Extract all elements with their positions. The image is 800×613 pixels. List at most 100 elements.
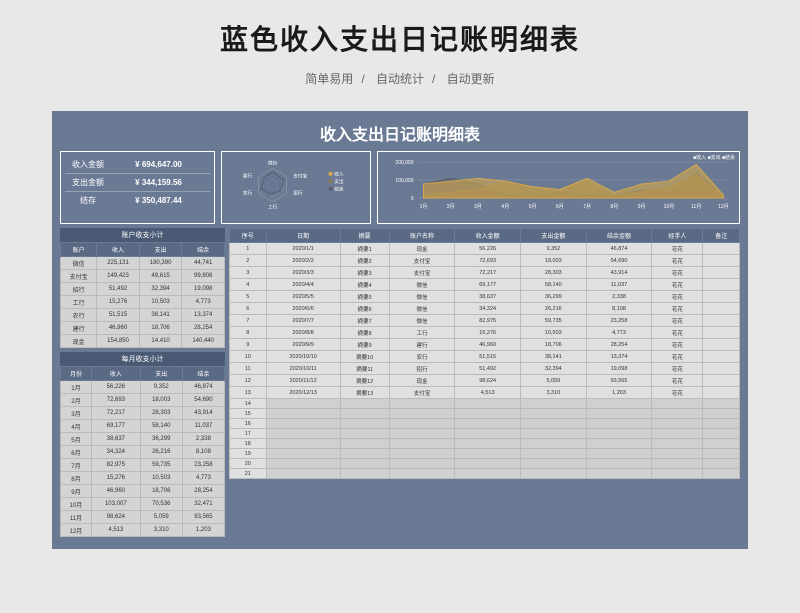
table-cell[interactable]: 9,352: [140, 381, 182, 394]
table-cell[interactable]: 5,059: [520, 375, 586, 387]
table-cell[interactable]: 摘要5: [340, 291, 389, 303]
table-cell[interactable]: 44,741: [182, 257, 225, 270]
table-cell[interactable]: 9: [230, 339, 267, 351]
table-cell[interactable]: 2,338: [586, 291, 652, 303]
table-cell[interactable]: 72,217: [91, 407, 140, 420]
table-cell[interactable]: 现金: [61, 335, 97, 348]
table-cell[interactable]: 58,140: [140, 420, 182, 433]
table-cell-empty[interactable]: [389, 429, 455, 439]
table-cell-empty[interactable]: [389, 399, 455, 409]
table-cell[interactable]: 花花: [652, 387, 703, 399]
table-cell[interactable]: 13: [230, 387, 267, 399]
table-cell[interactable]: 69,177: [455, 279, 521, 291]
table-cell[interactable]: 28,303: [520, 267, 586, 279]
table-cell-empty[interactable]: [340, 449, 389, 459]
table-cell[interactable]: 54,690: [586, 255, 652, 267]
table-cell-empty[interactable]: [389, 449, 455, 459]
table-cell[interactable]: 工行: [61, 296, 97, 309]
table-row[interactable]: 农行51,51538,14113,374: [61, 309, 225, 322]
table-row[interactable]: 招行51,49232,39419,098: [61, 283, 225, 296]
table-cell[interactable]: 3,310: [140, 524, 182, 537]
table-cell-empty[interactable]: [266, 429, 340, 439]
table-cell[interactable]: 花花: [652, 243, 703, 255]
table-cell-empty[interactable]: [266, 449, 340, 459]
table-cell[interactable]: [703, 363, 740, 375]
table-cell-empty[interactable]: [703, 409, 740, 419]
table-cell[interactable]: 13,374: [586, 351, 652, 363]
table-cell[interactable]: 微信: [389, 315, 455, 327]
table-cell[interactable]: 2月: [61, 394, 92, 407]
table-cell[interactable]: 10,503: [140, 472, 182, 485]
table-row-empty[interactable]: 19: [230, 449, 740, 459]
table-cell-empty[interactable]: [703, 429, 740, 439]
table-cell[interactable]: 支付宝: [61, 270, 97, 283]
table-cell[interactable]: 摘要4: [340, 279, 389, 291]
table-cell[interactable]: 46,960: [91, 485, 140, 498]
table-cell[interactable]: 51,492: [97, 283, 140, 296]
table-row[interactable]: 5月38,63736,2992,338: [61, 433, 225, 446]
table-cell[interactable]: 18,706: [140, 485, 182, 498]
table-cell[interactable]: 9,352: [520, 243, 586, 255]
table-cell[interactable]: 2020/1/1: [266, 243, 340, 255]
table-cell[interactable]: [703, 279, 740, 291]
table-cell[interactable]: 46,874: [586, 243, 652, 255]
table-row-empty[interactable]: 21: [230, 469, 740, 479]
table-cell[interactable]: 149,423: [97, 270, 140, 283]
table-cell-empty[interactable]: [340, 469, 389, 479]
table-cell[interactable]: 支付宝: [389, 267, 455, 279]
table-cell[interactable]: 18,706: [139, 322, 182, 335]
table-cell[interactable]: 225,131: [97, 257, 140, 270]
table-cell-empty[interactable]: [586, 419, 652, 429]
table-cell[interactable]: [703, 303, 740, 315]
table-cell[interactable]: 38,141: [139, 309, 182, 322]
table-cell[interactable]: 82,975: [455, 315, 521, 327]
table-cell[interactable]: 5: [230, 291, 267, 303]
table-cell-empty[interactable]: [455, 449, 521, 459]
table-cell[interactable]: 98,624: [455, 375, 521, 387]
table-cell[interactable]: 支付宝: [389, 255, 455, 267]
table-cell[interactable]: 3,310: [520, 387, 586, 399]
table-row[interactable]: 建行46,96018,70628,254: [61, 322, 225, 335]
table-cell-empty[interactable]: [652, 439, 703, 449]
table-cell-empty[interactable]: [389, 419, 455, 429]
table-cell[interactable]: 2,338: [182, 433, 224, 446]
table-cell-empty[interactable]: [586, 469, 652, 479]
table-cell[interactable]: 16: [230, 419, 267, 429]
table-cell[interactable]: 43,914: [586, 267, 652, 279]
table-cell[interactable]: 农行: [389, 351, 455, 363]
table-cell[interactable]: 2020/2/2: [266, 255, 340, 267]
table-cell[interactable]: [703, 291, 740, 303]
table-row[interactable]: 112020/10/11摘要11招行51,49232,39419,098花花: [230, 363, 740, 375]
table-cell[interactable]: 15,276: [91, 472, 140, 485]
table-cell[interactable]: 11,037: [586, 279, 652, 291]
table-cell-empty[interactable]: [703, 469, 740, 479]
table-cell[interactable]: 2020/3/3: [266, 267, 340, 279]
table-cell[interactable]: 3月: [61, 407, 92, 420]
table-cell[interactable]: 23,258: [182, 459, 224, 472]
table-cell[interactable]: 花花: [652, 327, 703, 339]
table-cell[interactable]: 26,216: [140, 446, 182, 459]
table-cell-empty[interactable]: [520, 409, 586, 419]
table-row-empty[interactable]: 14: [230, 399, 740, 409]
table-cell-empty[interactable]: [520, 449, 586, 459]
table-cell[interactable]: [703, 327, 740, 339]
table-cell[interactable]: 2020/6/6: [266, 303, 340, 315]
table-cell-empty[interactable]: [586, 399, 652, 409]
table-cell-empty[interactable]: [586, 439, 652, 449]
table-cell[interactable]: 花花: [652, 255, 703, 267]
table-cell[interactable]: 7月: [61, 459, 92, 472]
table-cell[interactable]: 154,850: [97, 335, 140, 348]
table-cell-empty[interactable]: [520, 419, 586, 429]
table-row[interactable]: 62020/6/6摘要6微信34,32426,2168,108花花: [230, 303, 740, 315]
table-cell-empty[interactable]: [520, 399, 586, 409]
table-cell[interactable]: 46,960: [97, 322, 140, 335]
table-cell[interactable]: 摘要8: [340, 327, 389, 339]
table-cell[interactable]: 7: [230, 315, 267, 327]
table-cell[interactable]: 摘要11: [340, 363, 389, 375]
table-cell[interactable]: 18,003: [140, 394, 182, 407]
table-cell[interactable]: 38,141: [520, 351, 586, 363]
table-cell-empty[interactable]: [703, 419, 740, 429]
table-cell[interactable]: 82,975: [91, 459, 140, 472]
table-cell[interactable]: 10,503: [520, 327, 586, 339]
table-cell[interactable]: 49,615: [139, 270, 182, 283]
